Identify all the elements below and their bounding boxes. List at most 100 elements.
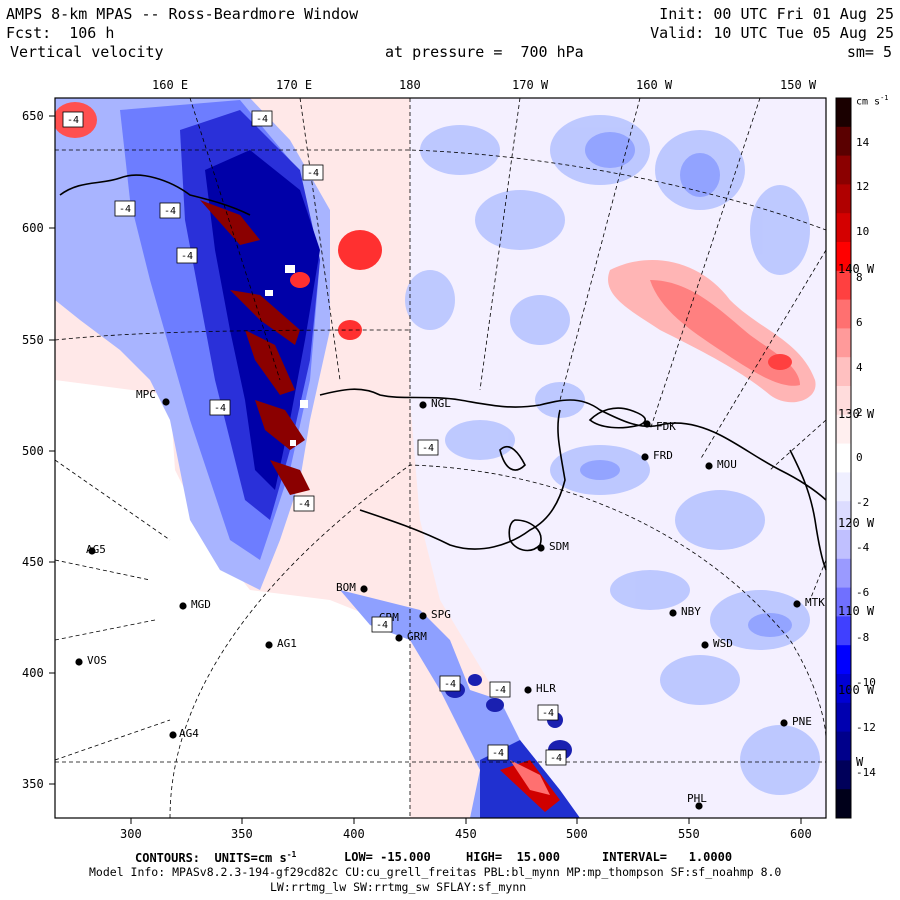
colorbar-label: -4 bbox=[856, 541, 870, 554]
station-dot bbox=[88, 547, 96, 555]
plot-frame bbox=[54, 97, 827, 819]
colorbar-label: -12 bbox=[856, 721, 876, 734]
colorbar-swatch bbox=[836, 645, 851, 675]
colorbar-label: 6 bbox=[856, 316, 863, 329]
station-dot bbox=[643, 420, 651, 428]
lon-label-180: 180 bbox=[399, 78, 421, 92]
coastline bbox=[59, 174, 827, 571]
colorbar-units: cm s-1 bbox=[856, 94, 889, 108]
lon-label-160e: 160 E bbox=[152, 78, 189, 92]
contour-label-text: -4 bbox=[444, 679, 456, 690]
station-dot bbox=[162, 398, 170, 406]
lon-label-170w: 170 W bbox=[512, 78, 549, 92]
lon-label-130w: 130 W bbox=[838, 407, 875, 421]
colorbar-swatch bbox=[836, 98, 851, 128]
contour-label-text: -4 bbox=[376, 620, 388, 631]
colorbar-swatch bbox=[836, 184, 851, 214]
station-label: MGD bbox=[191, 598, 211, 611]
station-label: WSD bbox=[713, 637, 733, 650]
contour-label-box bbox=[176, 247, 198, 264]
colorbar-label: 10 bbox=[856, 225, 870, 238]
station-dot bbox=[524, 686, 532, 694]
smoothing: sm= 5 bbox=[846, 43, 892, 61]
lon-label-110w: 110 W bbox=[838, 604, 875, 618]
field-name: Vertical velocity bbox=[10, 43, 164, 61]
y-tick-450: 450 bbox=[22, 555, 44, 569]
x-tick-300: 300 bbox=[120, 827, 142, 841]
station-label: FRD bbox=[653, 449, 673, 462]
station-dot bbox=[793, 600, 801, 608]
station-dot bbox=[360, 585, 368, 593]
contours-high: HIGH= 15.000 bbox=[466, 850, 560, 864]
station-dot bbox=[419, 401, 427, 409]
colorbar-swatch bbox=[836, 616, 851, 646]
station-label: PHL bbox=[687, 792, 707, 805]
x-tick-550: 550 bbox=[678, 827, 700, 841]
model-info: Model Info: MPASv8.2.3-194-gf29cd82c CU:… bbox=[89, 865, 782, 879]
contour-label-text: -4 bbox=[492, 748, 504, 759]
colorbar-label: -6 bbox=[856, 586, 870, 599]
x-tick-600: 600 bbox=[790, 827, 812, 841]
colorbar-swatch bbox=[836, 558, 851, 589]
colorbar-swatch bbox=[836, 155, 851, 185]
contour-label-box bbox=[537, 704, 559, 721]
station-dot bbox=[419, 612, 427, 620]
colorbar-label: 0 bbox=[856, 451, 863, 464]
contour-label-box bbox=[114, 200, 136, 217]
axis-ticks bbox=[49, 115, 802, 824]
lon-label-170e: 170 E bbox=[276, 78, 313, 92]
x-tick-500: 500 bbox=[566, 827, 588, 841]
map-title: AMPS 8-km MPAS -- Ross-Beardmore Window bbox=[6, 5, 359, 23]
y-tick-550: 550 bbox=[22, 333, 44, 347]
station-dot bbox=[780, 719, 788, 727]
x-tick-400: 400 bbox=[343, 827, 365, 841]
contour-label-box bbox=[62, 111, 84, 128]
colorbar-swatch bbox=[836, 702, 851, 733]
station-label: MTK bbox=[805, 596, 825, 609]
lon-label-140w: 140 W bbox=[838, 262, 875, 276]
contours-units: CONTOURS: UNITS=cm s-1 bbox=[135, 850, 297, 865]
colorbar bbox=[836, 98, 851, 819]
y-tick-650: 650 bbox=[22, 109, 44, 123]
contour-label-text: -4 bbox=[67, 115, 79, 126]
forecast-hour: Fcst: 106 h bbox=[6, 24, 115, 42]
contour-label-box bbox=[302, 164, 324, 181]
station-label: HLR bbox=[536, 682, 556, 695]
lon-label-100w: 100 W bbox=[838, 683, 875, 697]
pressure-level: at pressure = 700 hPa bbox=[385, 43, 584, 61]
station-label: FDK bbox=[656, 420, 676, 433]
station-label: SPG bbox=[431, 608, 451, 621]
colorbar-swatch bbox=[836, 530, 851, 560]
colorbar-swatch bbox=[836, 126, 851, 157]
colorbar-swatch bbox=[836, 789, 851, 819]
contour-label-text: -4 bbox=[550, 753, 562, 764]
contour-label-text: -4 bbox=[494, 685, 506, 696]
y-tick-500: 500 bbox=[22, 444, 44, 458]
station-dot bbox=[75, 658, 83, 666]
station-dot bbox=[169, 731, 177, 739]
contour-label-text: -4 bbox=[542, 708, 554, 719]
map-field bbox=[55, 98, 826, 818]
station-dot bbox=[179, 602, 187, 610]
contour-label-box bbox=[209, 399, 231, 416]
colorbar-swatch bbox=[836, 299, 851, 329]
y-tick-600: 600 bbox=[22, 221, 44, 235]
colorbar-swatch bbox=[836, 674, 851, 704]
colorbar-label: 2 bbox=[856, 406, 863, 419]
station-dot bbox=[701, 641, 709, 649]
contour-labels: -4 -4 -4 -4 -4 -4 -4 -4 -4 -4 -4 -4 -4 -4 -4 bbox=[62, 110, 567, 766]
contours-low: LOW= -15.000 bbox=[344, 850, 431, 864]
station-label: NGL bbox=[431, 397, 451, 410]
contour-label-box bbox=[371, 616, 393, 633]
contour-label-box bbox=[545, 749, 567, 766]
contour-label-box bbox=[293, 495, 315, 512]
contour-label-box bbox=[251, 110, 273, 127]
station-dot bbox=[705, 462, 713, 470]
contour-label-text: -4 bbox=[422, 443, 434, 454]
station-label: AG4 bbox=[179, 727, 199, 740]
model-info-radiation: LW:rrtmg_lw SW:rrtmg_sw SFLAY:sf_mynn bbox=[270, 880, 527, 894]
station-dot bbox=[695, 802, 703, 810]
colorbar-swatch bbox=[836, 328, 851, 358]
colorbar-swatch bbox=[836, 270, 851, 301]
contour-label-box bbox=[489, 681, 511, 698]
